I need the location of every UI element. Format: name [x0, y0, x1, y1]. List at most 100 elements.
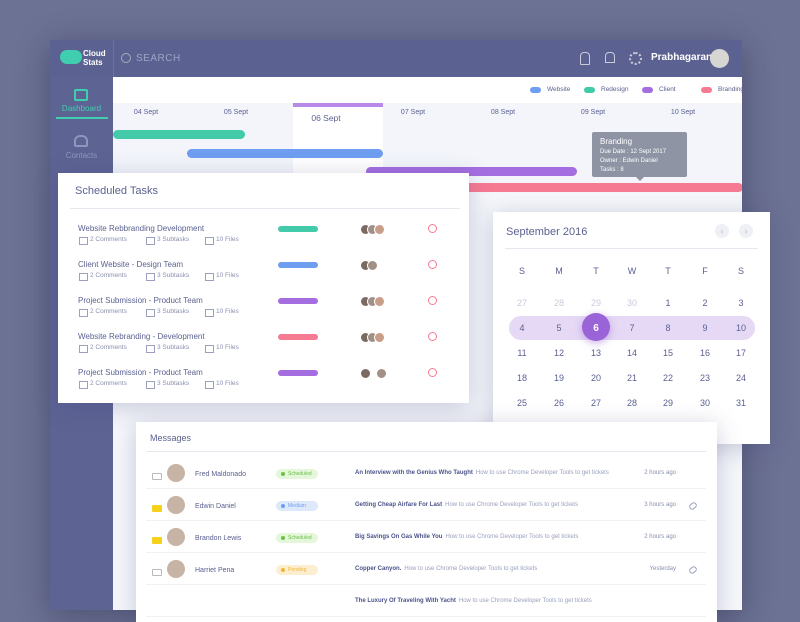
- day[interactable]: 24: [735, 373, 746, 383]
- day[interactable]: 5: [556, 323, 562, 333]
- task-comments: 2 Comments: [90, 344, 127, 351]
- status-dot: [281, 568, 285, 572]
- day[interactable]: 10: [735, 323, 746, 333]
- day[interactable]: 30: [626, 298, 637, 308]
- day[interactable]: 18: [516, 373, 527, 383]
- progress-bar: [278, 226, 318, 232]
- logo-text: Cloud: [83, 49, 106, 58]
- day[interactable]: 29: [590, 298, 601, 308]
- progress-bar: [278, 334, 318, 340]
- settings-icon[interactable]: [629, 52, 642, 65]
- date-label: 09 Sept: [580, 109, 606, 116]
- day[interactable]: 12: [553, 348, 564, 358]
- day[interactable]: 19: [553, 373, 564, 383]
- avatar: [374, 332, 385, 343]
- divider: [505, 248, 758, 249]
- day[interactable]: 23: [699, 373, 710, 383]
- task-name[interactable]: Project Submission - Product Team: [78, 296, 203, 305]
- day[interactable]: 15: [662, 348, 673, 358]
- day[interactable]: 28: [553, 298, 564, 308]
- avatar: [360, 368, 371, 379]
- message-preview[interactable]: The Luxury Of Traveling With Yacht How to…: [355, 598, 592, 604]
- message-time: 2 hours ago: [644, 534, 676, 540]
- alarm-icon[interactable]: [428, 260, 437, 269]
- alarm-icon[interactable]: [428, 224, 437, 233]
- logo-text: Stats: [83, 58, 103, 67]
- nav-item[interactable]: Dashboard: [61, 104, 102, 113]
- task-comments: 2 Comments: [90, 380, 127, 387]
- message-preview[interactable]: Copper Canyon. How to use Chrome Develope…: [355, 566, 537, 572]
- task-name[interactable]: Client Website - Design Team: [78, 260, 184, 269]
- status-pill: Scheduled: [276, 533, 318, 543]
- day[interactable]: 6: [593, 323, 599, 334]
- day[interactable]: 22: [662, 373, 673, 383]
- message-preview[interactable]: Getting Cheap Airfare For Last How to use…: [355, 502, 578, 508]
- day[interactable]: 1: [665, 298, 671, 308]
- user-avatar[interactable]: [710, 49, 729, 68]
- divider: [146, 451, 706, 452]
- day[interactable]: 26: [553, 398, 564, 408]
- day[interactable]: 28: [626, 398, 637, 408]
- day[interactable]: 21: [626, 373, 637, 383]
- task-files: 10 Files: [216, 344, 239, 351]
- task-subtasks: 3 Subtasks: [157, 308, 190, 315]
- day[interactable]: 31: [735, 398, 746, 408]
- day[interactable]: 4: [519, 323, 525, 333]
- message-time: Yesterday: [649, 566, 676, 572]
- day[interactable]: 27: [590, 398, 601, 408]
- task-name[interactable]: Project Submission - Product Team: [78, 368, 203, 377]
- card-title: Messages: [150, 433, 192, 443]
- day[interactable]: 11: [517, 348, 527, 358]
- meta-icon: [79, 345, 88, 353]
- day[interactable]: 7: [629, 323, 635, 333]
- bell-icon[interactable]: [605, 52, 615, 63]
- search-input[interactable]: SEARCH: [136, 53, 181, 64]
- day[interactable]: 13: [590, 348, 601, 358]
- weekday: S: [518, 266, 525, 276]
- legend-swatch: [584, 87, 595, 93]
- weekday: T: [593, 266, 599, 276]
- tooltip-line: Owner : Edwin Daniel: [600, 158, 658, 164]
- prev-month[interactable]: ‹: [715, 224, 729, 238]
- meta-icon: [146, 345, 155, 353]
- dashboard-icon: [74, 89, 88, 101]
- task-comments: 2 Comments: [90, 236, 127, 243]
- nav-item[interactable]: Contacts: [65, 151, 98, 160]
- date-label: 04 Sept: [133, 109, 159, 116]
- day[interactable]: 8: [665, 323, 671, 333]
- task-comments: 2 Comments: [90, 272, 127, 279]
- day[interactable]: 25: [516, 398, 527, 408]
- task-files: 10 Files: [216, 308, 239, 315]
- logo-icon: [60, 50, 82, 64]
- nav-underline: [56, 117, 108, 119]
- task-name[interactable]: Website Rebranding - Development: [78, 332, 205, 341]
- day[interactable]: 17: [735, 348, 746, 358]
- screen: Cloud Stats SEARCH Prabhagaran Dashboard …: [50, 40, 770, 622]
- legend-swatch: [701, 87, 712, 93]
- task-subtasks: 3 Subtasks: [157, 344, 190, 351]
- avatar: [374, 296, 385, 307]
- day[interactable]: 2: [702, 298, 708, 308]
- label-icon: [152, 569, 162, 576]
- day[interactable]: 27: [516, 298, 527, 308]
- message-preview[interactable]: An Interview with the Genius Who Taught H…: [355, 470, 609, 476]
- alarm-icon[interactable]: [428, 296, 437, 305]
- alarm-icon[interactable]: [428, 368, 437, 377]
- task-name[interactable]: Website Rebbranding Development: [78, 224, 205, 233]
- day[interactable]: 29: [662, 398, 673, 408]
- day[interactable]: 30: [699, 398, 710, 408]
- user-name[interactable]: Prabhagaran: [651, 52, 713, 63]
- attachment-icon: [688, 565, 698, 575]
- row-divider: [146, 520, 706, 521]
- day[interactable]: 14: [626, 348, 637, 358]
- alarm-icon[interactable]: [428, 332, 437, 341]
- day[interactable]: 9: [702, 323, 708, 333]
- day[interactable]: 20: [590, 373, 601, 383]
- message-preview[interactable]: Big Savings On Gas While You How to use C…: [355, 534, 578, 540]
- day[interactable]: 16: [699, 348, 710, 358]
- bluetooth-icon[interactable]: [580, 52, 590, 65]
- next-month[interactable]: ›: [739, 224, 753, 238]
- meta-icon: [205, 309, 214, 317]
- day[interactable]: 3: [738, 298, 744, 308]
- message-subject: The Luxury Of Traveling With Yacht: [355, 598, 456, 604]
